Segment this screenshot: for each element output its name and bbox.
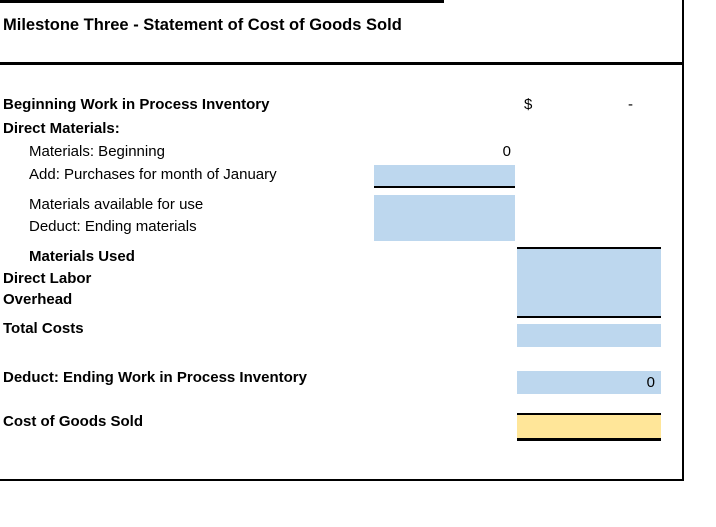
row-label-materials-used: Materials Used xyxy=(29,248,135,265)
beginning-wip-value: - xyxy=(628,96,633,113)
row-label-beginning-wip: Beginning Work in Process Inventory xyxy=(3,96,270,113)
ending-wip-input-cell[interactable]: 0 xyxy=(517,371,661,394)
total-costs-input-cell[interactable] xyxy=(517,324,661,347)
row-label-direct-labor: Direct Labor xyxy=(3,270,92,287)
materials-available-input-cell[interactable] xyxy=(374,195,515,241)
statement-top-border xyxy=(0,0,444,3)
row-label-ending-materials: Deduct: Ending materials xyxy=(29,218,197,235)
row-label-materials-available: Materials available for use xyxy=(29,196,204,213)
row-label-direct-materials: Direct Materials: xyxy=(3,120,120,137)
row-label-overhead: Overhead xyxy=(3,291,73,308)
statement-bottom-border xyxy=(0,479,684,481)
row-label-materials-beginning: Materials: Beginning xyxy=(29,143,165,160)
row-label-cost-of-goods-sold: Cost of Goods Sold xyxy=(3,413,143,430)
statement-right-border xyxy=(682,0,684,481)
materials-beginning-value: 0 xyxy=(502,143,511,160)
statement-title: Milestone Three - Statement of Cost of G… xyxy=(3,16,402,34)
row-label-ending-wip: Deduct: Ending Work in Process Inventory xyxy=(3,369,307,386)
currency-symbol: $ xyxy=(524,96,533,113)
purchases-input-cell[interactable] xyxy=(374,165,515,188)
row-label-total-costs: Total Costs xyxy=(3,320,84,337)
cost-of-goods-sold-result-cell[interactable] xyxy=(517,413,661,441)
row-label-purchases: Add: Purchases for month of January xyxy=(29,166,277,183)
title-separator-rule xyxy=(0,62,684,65)
materials-used-input-cell[interactable] xyxy=(517,247,661,318)
